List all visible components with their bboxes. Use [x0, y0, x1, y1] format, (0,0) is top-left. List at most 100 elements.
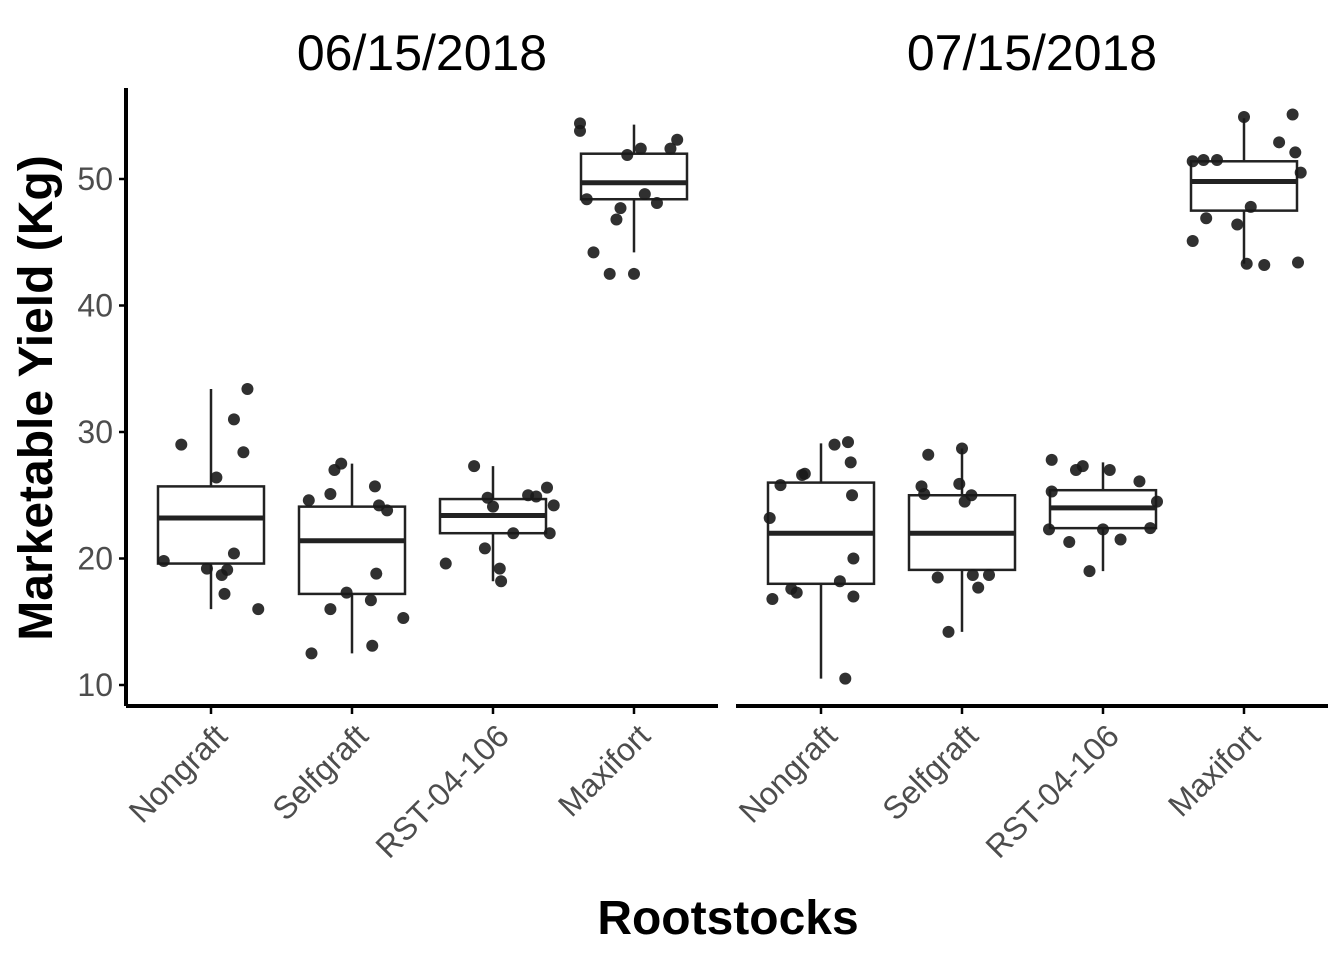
- data-point: [481, 491, 494, 504]
- data-point: [965, 489, 978, 502]
- box: [579, 152, 689, 201]
- data-point: [468, 460, 481, 473]
- data-point: [366, 639, 379, 652]
- data-point: [953, 477, 966, 490]
- data-point: [628, 267, 640, 280]
- data-point: [847, 590, 860, 603]
- data-point: [766, 592, 779, 605]
- y-axis: 10 20 30 40 50: [77, 88, 128, 706]
- data-point: [1289, 146, 1302, 159]
- data-point: [574, 124, 586, 137]
- data-point: [1197, 154, 1210, 167]
- data-point: [1258, 259, 1271, 272]
- y-tick-label: 40: [77, 288, 113, 324]
- data-point: [227, 413, 240, 426]
- data-point: [1286, 108, 1299, 121]
- data-point: [610, 213, 623, 226]
- data-point: [1238, 111, 1250, 124]
- data-point: [541, 481, 553, 494]
- x-tick-label: Selfgraft: [265, 717, 375, 827]
- data-point: [1294, 166, 1307, 179]
- data-point: [340, 586, 353, 599]
- y-axis-title: Marketable Yield (Kg): [10, 155, 63, 640]
- boxplot: [574, 117, 689, 280]
- x-tick-label: Maxifort: [1161, 717, 1267, 823]
- data-point: [241, 382, 254, 395]
- x-tick-label: Selfgraft: [875, 717, 985, 827]
- data-point: [227, 547, 240, 560]
- data-point: [918, 487, 931, 500]
- x-tick-label: RST-04-106: [368, 717, 515, 864]
- x-tick-label: Nongraft: [122, 717, 234, 829]
- data-point: [1200, 212, 1213, 225]
- data-point: [495, 575, 508, 588]
- data-point: [846, 489, 859, 502]
- data-point: [798, 467, 811, 480]
- data-point: [252, 603, 265, 616]
- y-tick-label: 50: [77, 161, 113, 197]
- data-point: [833, 575, 846, 588]
- data-point: [397, 611, 410, 624]
- data-point: [302, 494, 315, 507]
- boxplot: [297, 457, 410, 660]
- data-point: [844, 456, 857, 469]
- box: [156, 485, 266, 565]
- data-point: [634, 142, 647, 155]
- data-point: [1244, 200, 1257, 213]
- data-point: [1133, 475, 1146, 488]
- boxplot: [763, 436, 876, 685]
- data-point: [956, 442, 968, 455]
- data-point: [664, 142, 677, 155]
- data-point: [157, 555, 170, 568]
- data-point: [175, 438, 188, 451]
- data-point: [370, 567, 383, 580]
- data-point: [1076, 460, 1089, 473]
- facet-title: 07/15/2018: [907, 25, 1157, 81]
- data-point: [368, 480, 381, 493]
- y-tick-label: 20: [77, 541, 113, 577]
- data-point: [671, 133, 684, 146]
- data-point: [828, 438, 841, 451]
- data-point: [221, 563, 234, 576]
- data-point: [543, 527, 556, 540]
- data-point: [1211, 154, 1223, 167]
- data-point: [1144, 522, 1157, 535]
- y-tick-label: 10: [77, 667, 113, 703]
- data-point: [839, 672, 852, 685]
- data-point: [493, 562, 506, 575]
- data-point: [478, 542, 491, 555]
- data-point: [1045, 485, 1058, 498]
- data-point: [200, 562, 213, 575]
- box: [1189, 160, 1299, 212]
- data-point: [1103, 463, 1116, 476]
- data-point: [210, 471, 223, 484]
- data-point: [621, 148, 634, 161]
- boxplot: [438, 460, 560, 588]
- data-point: [547, 499, 560, 512]
- data-point: [237, 446, 250, 459]
- data-point: [1186, 155, 1199, 168]
- data-point: [364, 594, 377, 607]
- data-point: [922, 448, 935, 461]
- data-point: [1045, 453, 1058, 466]
- data-point: [324, 603, 337, 616]
- data-point: [587, 246, 600, 259]
- boxplot: [1043, 453, 1163, 578]
- boxplot: [156, 382, 266, 616]
- data-point: [983, 568, 995, 581]
- facet-title: 06/15/2018: [297, 25, 547, 81]
- x-tick-label: Maxifort: [551, 717, 657, 823]
- data-point: [1083, 565, 1096, 578]
- data-point: [650, 197, 663, 210]
- data-point: [487, 500, 499, 513]
- data-point: [335, 457, 348, 470]
- data-point: [324, 487, 337, 500]
- data-point: [1231, 218, 1244, 231]
- data-point: [1043, 523, 1055, 536]
- data-point: [931, 571, 944, 584]
- data-point: [1240, 257, 1253, 270]
